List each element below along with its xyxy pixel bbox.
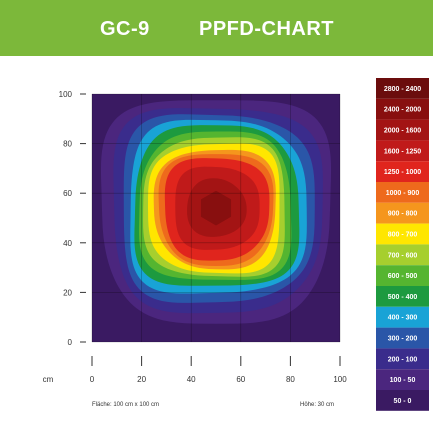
- legend-label: 200 - 100: [388, 356, 418, 363]
- legend-label: 1250 - 1000: [384, 169, 421, 176]
- y-tick-label: 20: [63, 288, 72, 297]
- legend-swatch: [376, 369, 429, 390]
- x-unit-label: cm: [43, 375, 54, 384]
- legend-swatch: [376, 98, 429, 120]
- y-tick-label: 80: [63, 140, 72, 149]
- legend-swatch: [376, 265, 429, 286]
- model-name: GC-9: [100, 18, 150, 40]
- y-tick-label: 0: [68, 338, 73, 347]
- x-tick-label: 60: [236, 375, 245, 384]
- y-tick-label: 60: [63, 189, 72, 198]
- chart-title: PPFD-CHART: [199, 18, 334, 40]
- legend-swatch: [376, 140, 429, 162]
- x-tick-label: 100: [333, 375, 347, 384]
- legend-swatch: [376, 390, 429, 411]
- legend-label: 800 - 700: [388, 232, 418, 239]
- legend-label: 2400 - 2000: [384, 107, 421, 114]
- legend-label: 700 - 600: [388, 252, 418, 259]
- legend-swatch: [376, 327, 429, 349]
- y-axis: 0 20 40 60 80 100: [59, 90, 86, 347]
- legend-label: 50 - 0: [394, 398, 412, 405]
- legend-label: 600 - 500: [388, 273, 418, 280]
- legend-swatch: [376, 182, 429, 203]
- legend-label: 500 - 400: [388, 294, 418, 301]
- x-tick-label: 0: [90, 375, 95, 384]
- x-tick-label: 40: [187, 375, 196, 384]
- x-tick-label: 80: [286, 375, 295, 384]
- x-axis: cm 0 20 40 60 80 100: [43, 356, 347, 384]
- legend-label: 400 - 300: [388, 315, 418, 322]
- y-tick-label: 100: [59, 90, 73, 99]
- contour-core: [200, 190, 232, 226]
- legend-swatch: [376, 244, 429, 266]
- y-tick-label: 40: [63, 239, 72, 248]
- legend-label: 2000 - 1600: [384, 128, 421, 135]
- legend-swatch: [376, 223, 429, 245]
- legend-label: 100 - 50: [390, 377, 416, 384]
- legend-swatch: [376, 348, 429, 370]
- legend-label: 1000 - 900: [386, 190, 420, 197]
- legend-swatch: [376, 78, 429, 99]
- height-label: Höhe: 30 cm: [300, 402, 335, 408]
- legend-swatch: [376, 161, 429, 182]
- legend-swatch: [376, 286, 429, 307]
- legend-label: 900 - 800: [388, 211, 418, 218]
- legend-swatch: [376, 202, 429, 224]
- legend-swatch: [376, 119, 429, 141]
- legend-label: 300 - 200: [388, 336, 418, 343]
- grid-lines: [91, 93, 341, 343]
- legend-label: 2800 - 2400: [384, 86, 421, 93]
- x-tick-label: 20: [137, 375, 146, 384]
- legend-label: 1600 - 1250: [384, 148, 421, 155]
- legend: 2800 - 2400 2400 - 2000 2000 - 1600 1600 - …: [376, 78, 429, 411]
- legend-swatch: [376, 306, 429, 328]
- header-banner: GC-9 PPFD-CHART: [0, 0, 433, 56]
- contour-layer: [100, 100, 332, 324]
- area-label: Fläche: 100 cm x 100 cm: [92, 402, 160, 408]
